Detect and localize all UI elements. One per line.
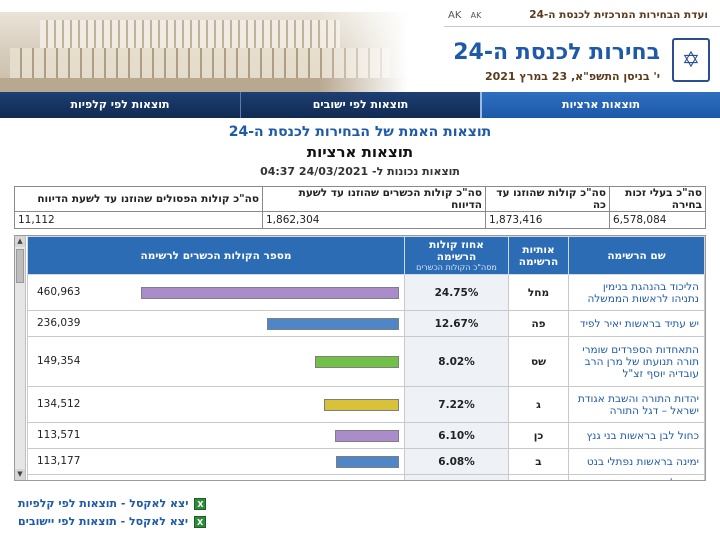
tab-results-by-ballot[interactable]: תוצאות לפי קלפיות bbox=[70, 98, 170, 111]
scroll-down-icon[interactable]: ▼ bbox=[15, 469, 25, 480]
list-percent: 7.22% bbox=[404, 386, 509, 423]
votes-bar bbox=[315, 355, 399, 368]
excel-export-ballots-link[interactable]: X יצא לאקסל - תוצאות לפי קלפיות bbox=[18, 497, 207, 510]
list-letters: פה bbox=[508, 310, 569, 337]
results-table: שם הרשימה אותיות הרשימה אחוז קולות הרשימ… bbox=[27, 236, 705, 480]
tab-national-results[interactable]: תוצאות ארציות bbox=[480, 92, 720, 118]
votes-bar bbox=[324, 398, 399, 411]
results-title: תוצאות האמת של הבחירות לכנסת ה-24 bbox=[228, 124, 492, 140]
list-votes-cell: 149,354 bbox=[27, 336, 405, 387]
summary-table: סה"כ בעלי זכות בחירה סה"כ קולות שהוזנו ע… bbox=[14, 186, 706, 229]
scroll-up-icon[interactable]: ▲ bbox=[15, 236, 25, 247]
page-header: AK AK ועדת הבחירות המרכזית לכנסת ה-24 ✡ … bbox=[0, 0, 720, 92]
list-votes-cell: 113,571 bbox=[27, 422, 405, 449]
state-emblem-icon: ✡ bbox=[672, 38, 710, 82]
list-votes-cell: 113,177 bbox=[27, 448, 405, 475]
list-letters: מחל bbox=[508, 274, 569, 311]
list-name[interactable]: ימינה בראשות נפתלי בנט bbox=[568, 448, 705, 475]
list-percent bbox=[404, 474, 509, 480]
list-name[interactable]: הליכוד בהנהגת בנימין נתניהו לראשות הממשל… bbox=[568, 274, 705, 311]
list-letters: ג bbox=[508, 386, 569, 423]
votes-bar bbox=[141, 286, 399, 299]
committee-name[interactable]: ועדת הבחירות המרכזית לכנסת ה-24 bbox=[529, 9, 708, 21]
results-row: יש עתיד בראשות יאיר לפיד פה 12.67% 236,039 bbox=[27, 310, 705, 337]
votes-value: 113,571 bbox=[37, 428, 81, 441]
list-percent: 6.10% bbox=[404, 422, 509, 449]
results-scrollbar[interactable]: ▲ ▼ bbox=[15, 236, 26, 480]
summary-header-eligible: סה"כ בעלי זכות בחירה bbox=[609, 186, 706, 212]
summary-header-invalid: סה"כ קולות הפסולים שהוזנו עד לשעת הדיווח bbox=[14, 186, 263, 212]
list-letters: שס bbox=[508, 336, 569, 387]
col-header-votes: מספר הקולות הכשרים לרשימה bbox=[27, 236, 405, 275]
summary-value-invalid: 11,112 bbox=[14, 211, 263, 229]
results-row: הליכוד בהנהגת בנימין נתניהו לראשות הממשל… bbox=[27, 274, 705, 311]
votes-value: 460,963 bbox=[37, 285, 81, 298]
votes-value: 113,177 bbox=[37, 454, 81, 467]
votes-bar bbox=[335, 429, 399, 442]
list-votes-cell: 134,512 bbox=[27, 386, 405, 423]
list-percent: 24.75% bbox=[404, 274, 509, 311]
list-letters bbox=[508, 474, 569, 480]
results-row: יהדות התורה והשבת אגודת ישראל – דגל התור… bbox=[27, 386, 705, 423]
excel-export-localities-link[interactable]: X יצא לאקסל - תוצאות לפי יישובים bbox=[18, 515, 207, 528]
votes-bar bbox=[267, 317, 399, 330]
list-letters: כן bbox=[508, 422, 569, 449]
results-subtitle: תוצאות ארציות bbox=[306, 143, 414, 161]
list-percent: 8.02% bbox=[404, 336, 509, 387]
excel-icon: X bbox=[194, 497, 207, 510]
excel-icon: X bbox=[194, 515, 207, 528]
list-percent: 6.08% bbox=[404, 448, 509, 475]
votes-bar bbox=[336, 455, 399, 468]
election-date: י' בניסן התשפ"א, 23 במרץ 2021 bbox=[484, 70, 660, 83]
summary-value-entered: 1,873,416 bbox=[485, 211, 610, 229]
list-percent: 12.67% bbox=[404, 310, 509, 337]
list-votes-cell: 236,039 bbox=[27, 310, 405, 337]
excel-export-localities-label: יצא לאקסל - תוצאות לפי יישובים bbox=[18, 515, 189, 528]
votes-value: 134,512 bbox=[37, 397, 81, 410]
list-name[interactable]: יהדות התורה והשבת אגודת ישראל – דגל התור… bbox=[568, 386, 705, 423]
summary-value-eligible: 6,578,084 bbox=[609, 211, 706, 229]
col-header-percent-label: אחוז קולות הרשימה bbox=[429, 239, 484, 263]
list-name[interactable]: כחול לבן בראשות בני גנץ bbox=[568, 422, 705, 449]
votes-value: 149,354 bbox=[37, 354, 81, 367]
list-name[interactable]: יש עתיד בראשות יאיר לפיד bbox=[568, 310, 705, 337]
knesset-banner-image bbox=[0, 12, 408, 92]
scroll-thumb[interactable] bbox=[16, 249, 24, 283]
results-row: התאחדות הספרדים שומרי תורה תנועתו של מרן… bbox=[27, 336, 705, 387]
col-header-percent-sub: מסה"כ הקולות הכשרים bbox=[416, 263, 497, 272]
main-navigation: תוצאות ארציות תוצאות לפי ישובים תוצאות ל… bbox=[0, 92, 720, 118]
list-letters: ב bbox=[508, 448, 569, 475]
votes-value: 236,039 bbox=[37, 316, 81, 329]
font-size-controls: AK AK bbox=[448, 10, 487, 21]
font-decrease-button[interactable]: AK bbox=[470, 11, 482, 20]
col-header-letters: אותיות הרשימה bbox=[508, 236, 569, 275]
summary-value-valid: 1,862,304 bbox=[262, 211, 486, 229]
list-votes-cell bbox=[27, 474, 405, 480]
list-name[interactable]: התאחדות הספרדים שומרי תורה תנועתו של מרן… bbox=[568, 336, 705, 387]
list-name[interactable]: ישראל ביתנו בראשות אביגדור bbox=[568, 474, 705, 480]
results-panel[interactable]: ▲ ▼ שם הרשימה אותיות הרשימה אחוז קולות ה… bbox=[14, 235, 706, 481]
results-timestamp: תוצאות נכונות ל- 24/03/2021 04:37 bbox=[260, 165, 460, 178]
font-increase-button[interactable]: AK bbox=[448, 10, 462, 21]
results-row: כחול לבן בראשות בני גנץ כן 6.10% 113,571 bbox=[27, 422, 705, 449]
col-header-percent: אחוז קולות הרשימה מסה"כ הקולות הכשרים bbox=[404, 236, 509, 275]
tab-results-by-locality[interactable]: תוצאות לפי ישובים bbox=[240, 92, 480, 118]
results-row: ימינה בראשות נפתלי בנט ב 6.08% 113,177 bbox=[27, 448, 705, 475]
summary-header-entered: סה"כ קולות שהוזנו עד כה bbox=[485, 186, 610, 212]
col-header-list-name: שם הרשימה bbox=[568, 236, 705, 275]
page-title: בחירות לכנסת ה-24 bbox=[453, 40, 660, 65]
header-divider bbox=[444, 26, 720, 27]
excel-export-ballots-label: יצא לאקסל - תוצאות לפי קלפיות bbox=[18, 497, 189, 510]
list-votes-cell: 460,963 bbox=[27, 274, 405, 311]
summary-header-valid: סה"כ קולות הכשרים שהוזנו עד לשעת הדיווח bbox=[262, 186, 486, 212]
results-row: ישראל ביתנו בראשות אביגדור bbox=[27, 474, 705, 480]
